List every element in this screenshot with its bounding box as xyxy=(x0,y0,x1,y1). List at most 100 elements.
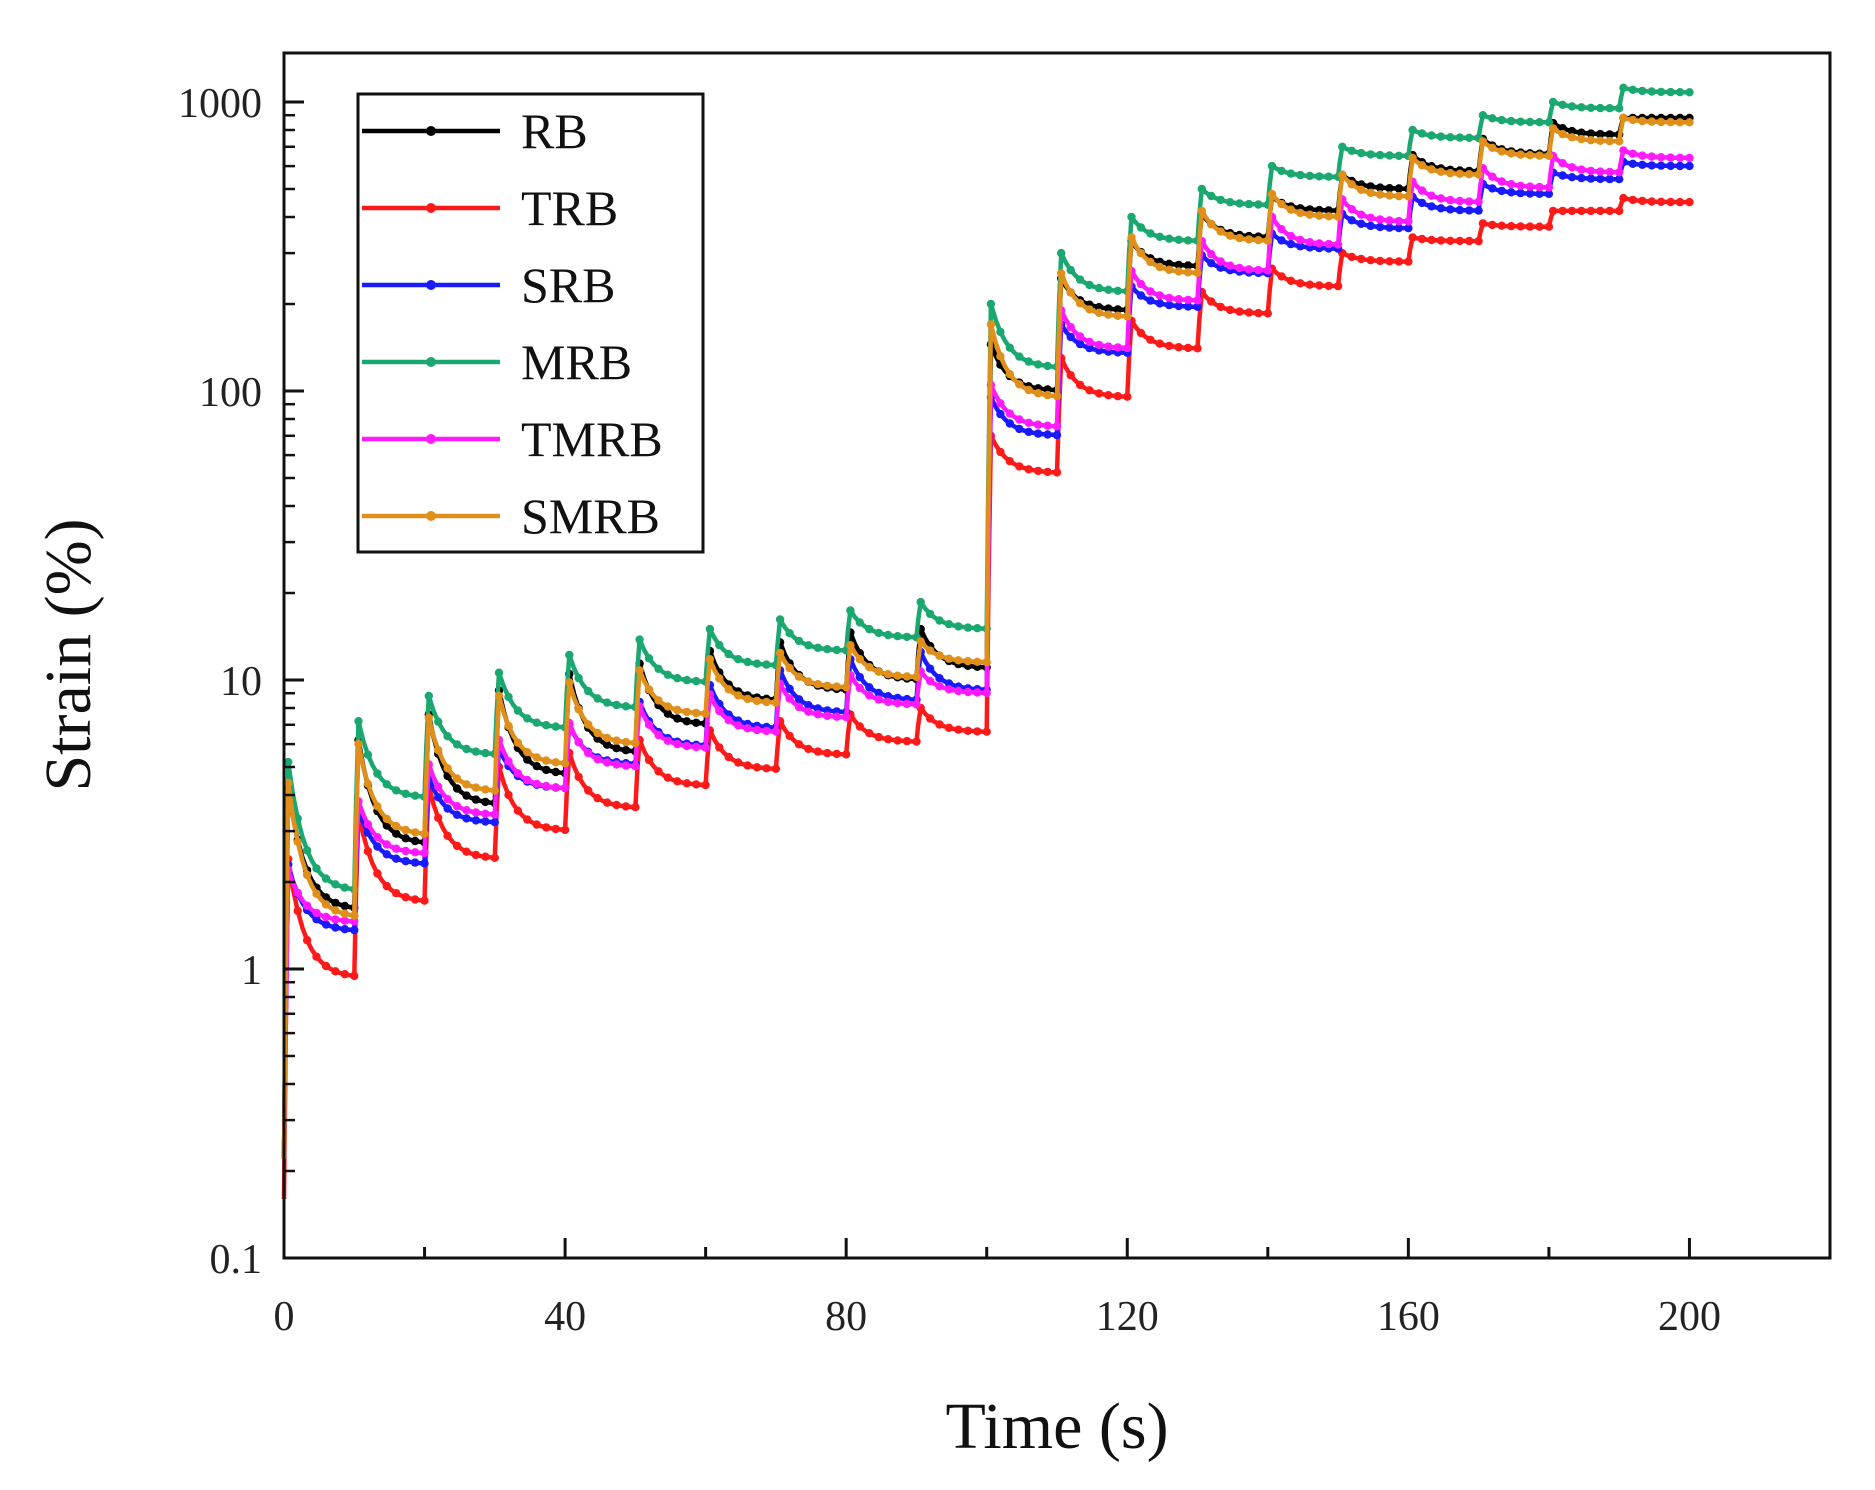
data-point-mrb xyxy=(612,700,621,710)
data-point-tmrb xyxy=(982,688,991,697)
data-point-srb xyxy=(1615,175,1624,184)
data-point-tmrb xyxy=(865,691,874,700)
data-point-smrb xyxy=(513,738,523,747)
data-point-mrb xyxy=(1394,151,1404,160)
data-point-tmrb xyxy=(331,915,340,924)
data-point-trb xyxy=(631,803,640,812)
data-point-tmrb xyxy=(692,742,701,752)
data-point-mrb xyxy=(1277,166,1286,176)
data-point-tmrb xyxy=(1165,293,1174,303)
data-point-tmrb xyxy=(1136,279,1146,289)
data-point-trb xyxy=(1544,222,1554,231)
data-point-tmrb xyxy=(1347,205,1356,214)
data-point-trb xyxy=(1225,305,1235,315)
data-point-srb xyxy=(1605,174,1614,184)
data-point-mrb xyxy=(673,674,682,683)
data-point-smrb xyxy=(1155,262,1165,272)
data-point-srb xyxy=(996,409,1005,419)
data-point-srb xyxy=(794,695,804,704)
legend-item-smrb: SMRB xyxy=(362,488,660,544)
data-point-mrb xyxy=(752,659,762,668)
data-point-mrb xyxy=(855,618,864,627)
data-point-mrb xyxy=(692,676,701,686)
data-point-smrb xyxy=(865,663,874,672)
data-point-mrb xyxy=(1305,171,1315,181)
data-point-srb xyxy=(1394,223,1404,233)
data-point-srb xyxy=(382,850,391,859)
data-point-trb xyxy=(373,869,382,878)
data-point-smrb xyxy=(1263,236,1273,245)
data-point-mrb xyxy=(785,629,794,638)
data-point-smrb xyxy=(1235,233,1244,243)
data-point-trb xyxy=(1193,344,1202,353)
data-point-tmrb xyxy=(682,741,691,751)
data-point-mrb xyxy=(1146,229,1155,238)
data-point-trb xyxy=(1548,206,1558,216)
data-point-trb xyxy=(410,895,420,904)
data-point-tmrb xyxy=(1052,422,1062,431)
data-point-trb xyxy=(1024,465,1033,474)
data-point-tmrb xyxy=(1254,265,1263,275)
data-point-smrb xyxy=(925,646,935,655)
data-point-tmrb xyxy=(813,710,823,719)
data-point-smrb xyxy=(1207,219,1216,229)
data-point-trb xyxy=(902,736,912,746)
data-point-trb xyxy=(542,823,551,832)
data-point-rb xyxy=(612,744,621,753)
data-point-trb xyxy=(1315,281,1324,290)
data-point-smrb xyxy=(373,802,382,811)
data-point-rb xyxy=(1596,129,1605,139)
data-point-srb xyxy=(1347,216,1356,225)
data-point-smrb xyxy=(743,694,752,704)
data-point-smrb xyxy=(1315,211,1324,220)
data-point-trb xyxy=(1347,252,1356,262)
data-point-srb xyxy=(1577,173,1586,183)
data-point-smrb xyxy=(1586,136,1596,145)
data-point-tmrb xyxy=(771,727,781,736)
data-point-smrb xyxy=(1465,170,1474,179)
legend-marker-srb xyxy=(426,280,436,290)
data-point-smrb xyxy=(1474,170,1483,179)
data-point-smrb xyxy=(434,745,443,755)
data-point-trb xyxy=(1324,281,1333,291)
data-point-srb xyxy=(1586,174,1596,183)
data-point-mrb xyxy=(302,846,312,855)
data-point-trb xyxy=(874,732,883,742)
data-point-trb xyxy=(1085,386,1094,395)
data-point-smrb xyxy=(1656,117,1666,127)
data-point-trb xyxy=(1516,222,1525,231)
data-point-mrb xyxy=(1558,100,1567,110)
data-point-trb xyxy=(785,731,794,741)
data-point-smrb xyxy=(673,705,682,715)
data-point-srb xyxy=(1043,430,1052,439)
data-point-trb xyxy=(663,773,673,782)
data-point-trb xyxy=(1525,222,1535,231)
data-point-mrb xyxy=(1638,86,1647,96)
data-point-srb xyxy=(1085,343,1094,353)
data-point-trb xyxy=(1263,309,1273,318)
data-point-trb xyxy=(743,761,752,770)
data-point-mrb xyxy=(1577,103,1586,112)
data-point-tmrb xyxy=(1085,337,1094,347)
data-point-mrb xyxy=(1544,118,1554,127)
legend-label-tmrb: TMRB xyxy=(521,411,663,467)
data-point-tmrb xyxy=(883,697,893,707)
data-point-tmrb xyxy=(1015,415,1024,424)
data-point-tmrb xyxy=(944,685,954,694)
data-point-smrb xyxy=(1333,212,1343,221)
data-point-smrb xyxy=(1123,312,1132,321)
data-point-mrb xyxy=(1225,198,1235,207)
data-point-tmrb xyxy=(1465,197,1474,206)
data-point-smrb xyxy=(1225,231,1235,240)
data-point-rb xyxy=(1366,182,1375,191)
data-point-trb xyxy=(823,748,832,758)
data-point-srb xyxy=(452,810,462,819)
data-point-mrb xyxy=(1267,161,1277,171)
data-point-srb xyxy=(443,804,452,813)
data-point-mrb xyxy=(602,698,612,707)
data-point-trb xyxy=(1427,235,1436,245)
data-point-tmrb xyxy=(973,688,982,697)
data-point-rb xyxy=(1174,260,1183,270)
data-point-srb xyxy=(1525,189,1535,198)
data-point-tmrb xyxy=(832,712,841,721)
